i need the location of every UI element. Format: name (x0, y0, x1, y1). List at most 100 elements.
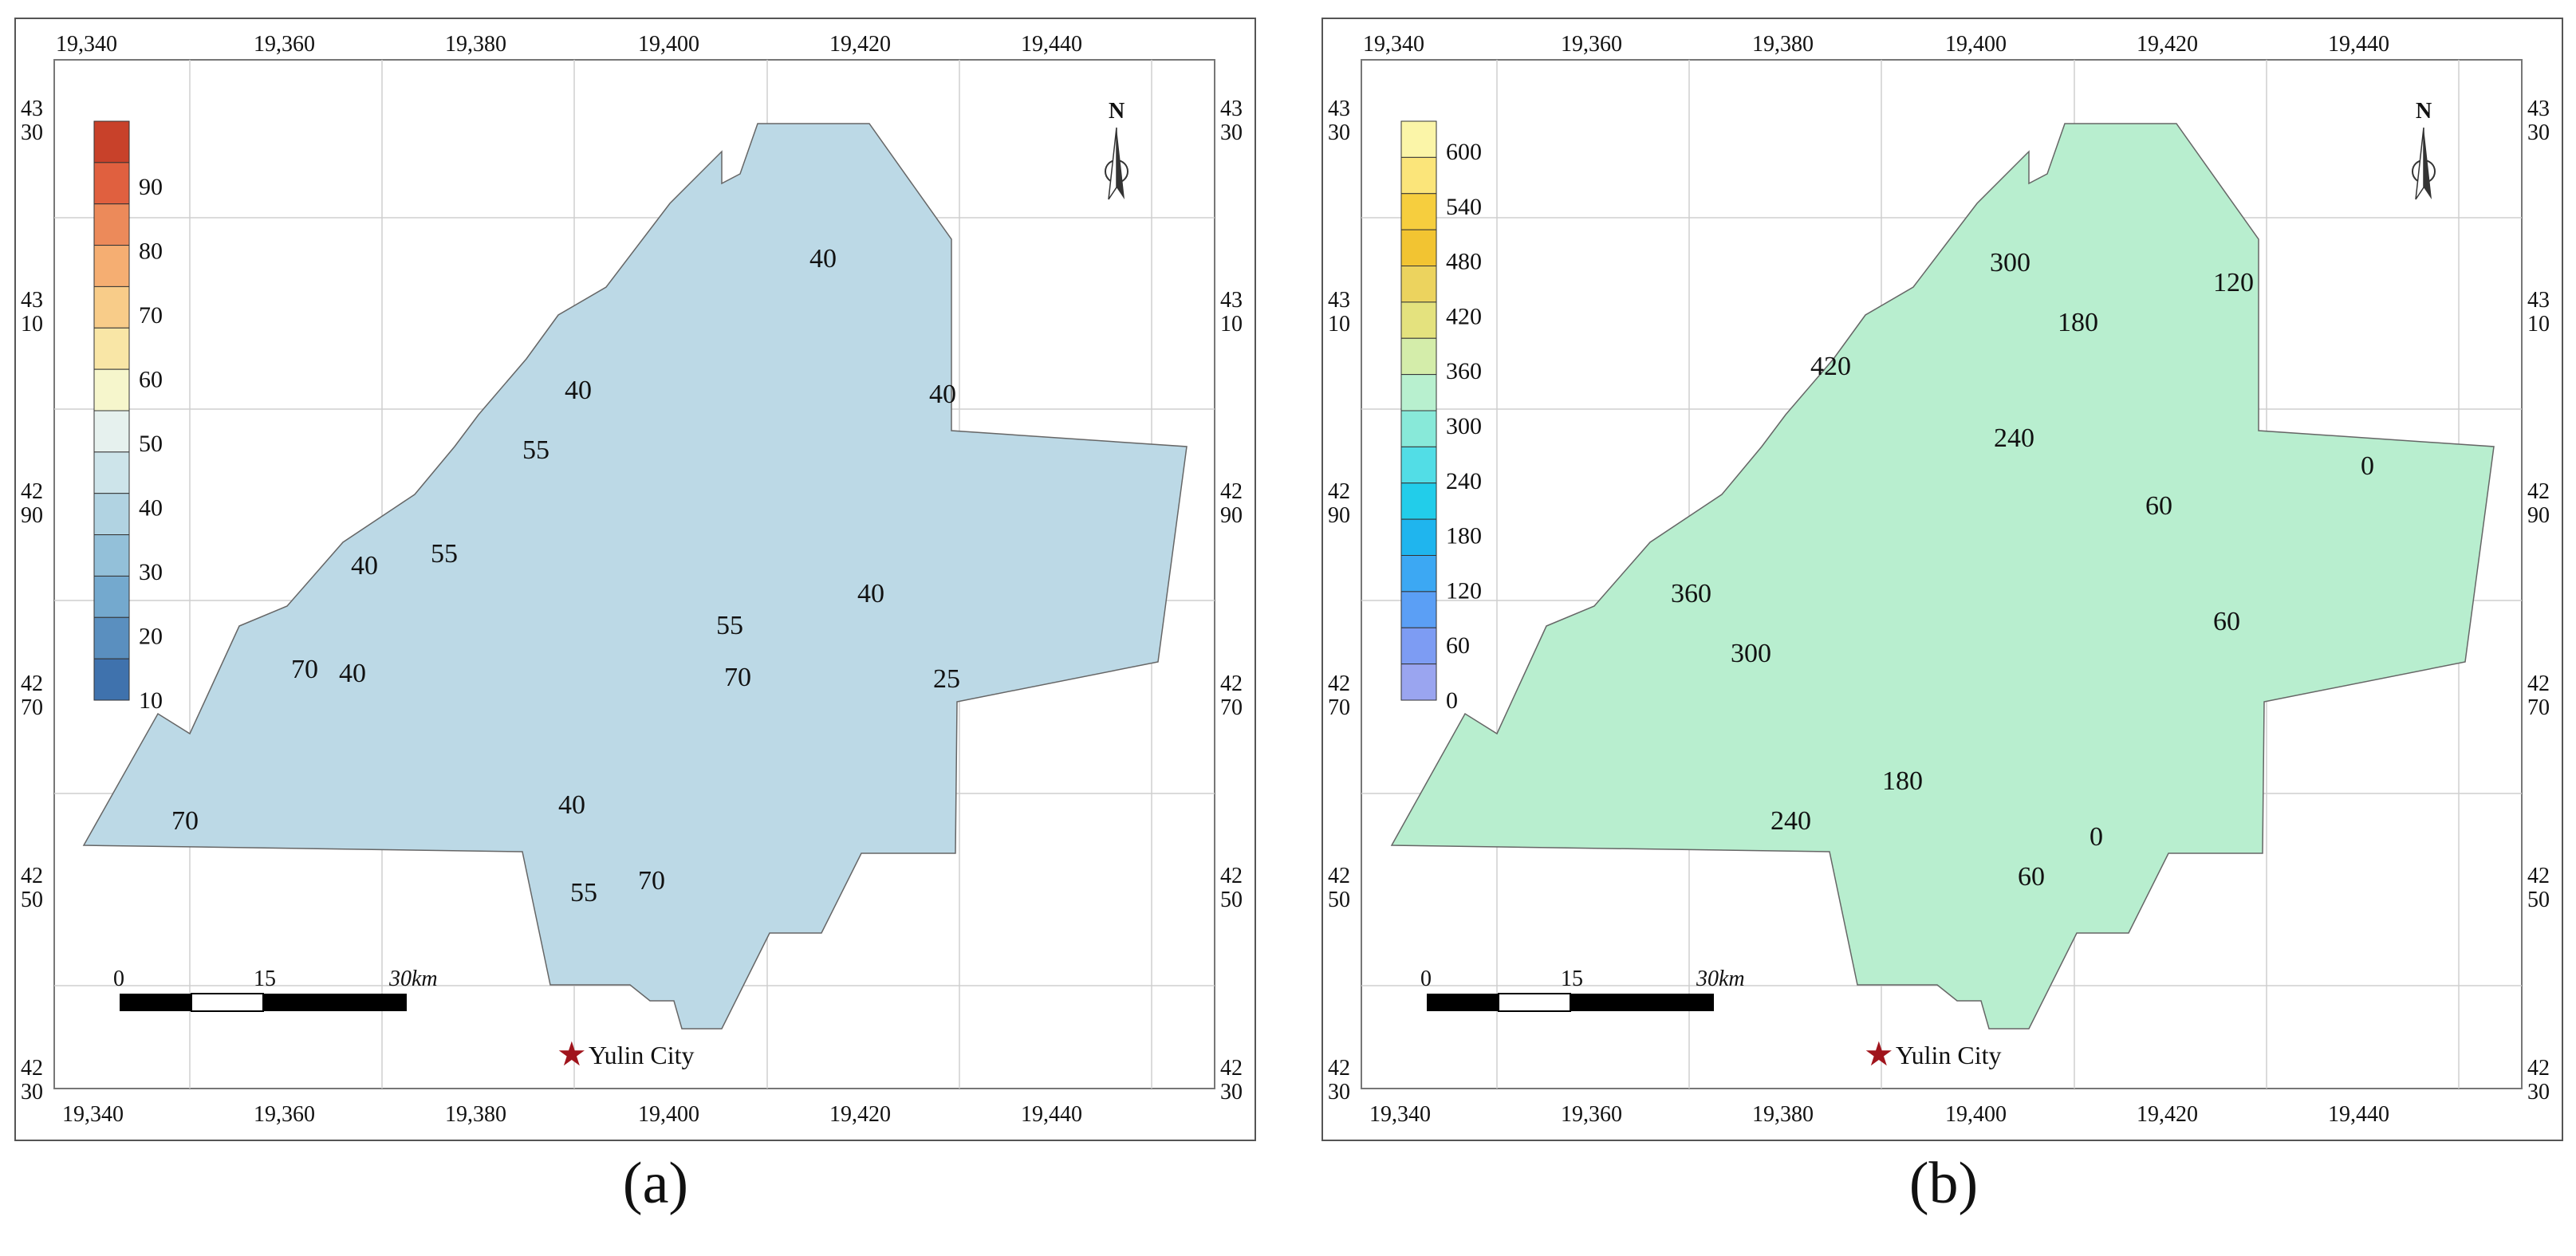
legend-label: 240 (1446, 468, 1482, 494)
y-tick: 42 (2527, 1056, 2550, 1081)
x-tick: 19,360 (1561, 32, 1622, 57)
city-label: Yulin City (1896, 1041, 2001, 1069)
map-panel-a: 40 40 40 55 55 40 55 40 70 40 70 25 55 7… (14, 18, 1256, 1141)
north-arrow-icon: N (1105, 99, 1128, 200)
north-arrow-icon: N (2412, 99, 2436, 200)
contour-label: 55 (716, 611, 743, 640)
legend-swatch (93, 162, 130, 205)
legend-label: 60 (1446, 632, 1470, 659)
contour-label: 25 (933, 664, 960, 694)
y-tick: 30 (1328, 120, 1350, 145)
north-label: N (2416, 99, 2432, 124)
city-marker-a: ★ Yulin City (557, 1037, 694, 1073)
contour-label: 55 (570, 878, 597, 908)
y-tick: 30 (1220, 120, 1243, 145)
contour-label: 40 (351, 551, 378, 581)
y-tick: 30 (2527, 1080, 2550, 1104)
x-tick: 19,440 (2328, 1102, 2389, 1127)
y-tick: 70 (21, 695, 43, 720)
contour-label: 40 (565, 376, 592, 405)
y-tick: 70 (2527, 695, 2550, 720)
legend-swatch (93, 451, 130, 494)
contour-label: 40 (339, 659, 366, 688)
scale-label: 15 (1561, 967, 1583, 991)
legend-label: 90 (139, 174, 163, 200)
legend-label: 180 (1446, 523, 1482, 549)
x-ticks-top-b: 19,340 19,360 19,380 19,400 19,420 19,44… (1363, 32, 2389, 57)
x-tick: 19,440 (2328, 32, 2389, 57)
y-tick: 50 (1328, 888, 1350, 912)
y-tick: 70 (1328, 695, 1350, 720)
legend-label: 540 (1446, 194, 1482, 220)
contour-label: 40 (929, 380, 956, 409)
legend-label: 420 (1446, 303, 1482, 329)
legend-label: 50 (139, 431, 163, 457)
contour-label: 55 (522, 435, 549, 465)
legend-swatch (1400, 120, 1437, 158)
y-tick: 42 (1328, 1056, 1350, 1081)
y-tick: 10 (2527, 312, 2550, 337)
legend-swatch (93, 368, 130, 411)
x-tick: 19,340 (62, 1102, 124, 1127)
y-tick: 42 (2527, 671, 2550, 696)
panel-caption-b: (b) (1908, 1151, 1979, 1216)
legend-swatch (1400, 266, 1437, 303)
y-tick: 43 (21, 96, 43, 121)
y-tick: 30 (21, 120, 43, 145)
y-tick: 42 (2527, 479, 2550, 504)
contour-label: 0 (2361, 451, 2374, 481)
contour-label: 360 (1671, 579, 1711, 608)
x-tick: 19,340 (1363, 32, 1424, 57)
contour-label: 60 (2018, 862, 2045, 892)
contour-label: 300 (1990, 248, 2030, 278)
x-tick: 19,400 (638, 32, 699, 57)
x-tick: 19,440 (1021, 1102, 1082, 1127)
y-tick: 42 (1328, 479, 1350, 504)
contour-label: 40 (558, 790, 585, 820)
y-tick: 43 (1220, 96, 1243, 121)
legend-swatch (1400, 193, 1437, 230)
y-tick: 30 (21, 1080, 43, 1104)
star-icon: ★ (557, 1037, 587, 1073)
y-tick: 42 (21, 1056, 43, 1081)
y-tick: 42 (21, 479, 43, 504)
legend-swatch (1400, 591, 1437, 628)
x-tick: 19,340 (56, 32, 117, 57)
legend-swatch (93, 575, 130, 618)
legend-label: 40 (139, 495, 163, 522)
x-tick: 19,380 (1752, 32, 1814, 57)
y-tick: 43 (1328, 96, 1350, 121)
color-legend-a: 90 80 70 60 50 40 30 20 10 (93, 120, 163, 714)
x-tick: 19,420 (829, 1102, 891, 1127)
contour-label: 300 (1731, 639, 1771, 668)
y-tick: 42 (21, 864, 43, 888)
legend-swatch (1400, 337, 1437, 376)
map-svg-b: 300 420 180 120 240 0 60 360 60 300 240 … (1321, 18, 2563, 1141)
contour-labels-b: 300 420 180 120 240 0 60 360 60 300 240 … (1671, 248, 2374, 892)
y-ticks-right-b: 43 30 43 10 42 90 42 70 42 50 42 30 (2527, 96, 2550, 1104)
y-tick: 43 (1328, 288, 1350, 313)
contour-label: 0 (2090, 822, 2103, 852)
legend-swatch (93, 120, 130, 163)
contour-map-a (83, 123, 1188, 1030)
legend-swatch (93, 245, 130, 287)
x-tick: 19,400 (638, 1102, 699, 1127)
contour-label: 70 (638, 866, 665, 896)
legend-label: 80 (139, 238, 163, 265)
scale-label: 0 (1420, 967, 1432, 991)
legend-swatch (1400, 555, 1437, 593)
x-tick: 19,420 (829, 32, 891, 57)
y-tick: 70 (1220, 695, 1243, 720)
panel-caption-a: (a) (622, 1151, 689, 1216)
legend-swatch (93, 493, 130, 536)
legend-swatch (93, 285, 130, 329)
contour-label: 70 (171, 806, 199, 836)
x-tick: 19,360 (254, 32, 315, 57)
scale-bar-b: 0 15 30km (1420, 967, 1745, 1012)
legend-swatch (1400, 301, 1437, 339)
y-tick: 90 (1328, 503, 1350, 528)
legend-label: 10 (139, 687, 163, 714)
scale-label: 0 (113, 967, 124, 991)
legend-label: 300 (1446, 413, 1482, 439)
